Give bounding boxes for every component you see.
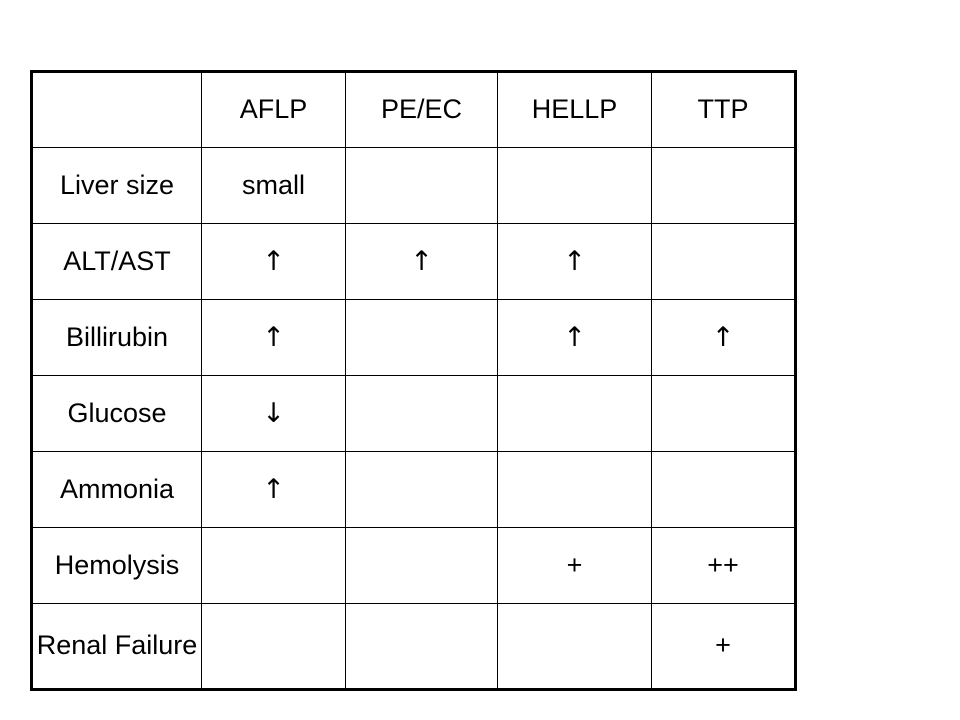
- table-cell: ↑: [201, 299, 346, 376]
- table-cell: small: [201, 147, 346, 224]
- table-cell: ++: [651, 527, 796, 604]
- row-label: Billirubin: [31, 299, 202, 376]
- table-cell: [345, 147, 498, 224]
- table-row: Liver size small: [31, 147, 796, 224]
- row-label: Liver size: [31, 147, 202, 224]
- comparison-table-container: AFLP PE/EC HELLP TTP Liver size small AL…: [30, 70, 797, 691]
- table-cell: [345, 451, 498, 528]
- table-cell: [345, 299, 498, 376]
- table-cell: ↑: [497, 223, 652, 300]
- table-cell: ↑: [201, 451, 346, 528]
- table-cell: [497, 603, 652, 690]
- table-cell: [345, 603, 498, 690]
- comparison-table: AFLP PE/EC HELLP TTP Liver size small AL…: [30, 70, 797, 691]
- table-cell: [201, 527, 346, 604]
- table-cell: [497, 147, 652, 224]
- table-cell: [651, 451, 796, 528]
- table-row: Ammonia ↑: [31, 451, 796, 528]
- table-row: Hemolysis + ++: [31, 527, 796, 604]
- header-cell-aflp: AFLP: [201, 71, 346, 148]
- header-cell-pe-ec: PE/EC: [345, 71, 498, 148]
- row-label: Glucose: [31, 375, 202, 452]
- row-label: Ammonia: [31, 451, 202, 528]
- table-cell: [201, 603, 346, 690]
- table-cell: [651, 223, 796, 300]
- table-cell: ↑: [497, 299, 652, 376]
- header-cell-ttp: TTP: [651, 71, 796, 148]
- table-row: Renal Failure +: [31, 603, 796, 690]
- row-label: Hemolysis: [31, 527, 202, 604]
- table-cell: ↑: [345, 223, 498, 300]
- table-cell: ↑: [201, 223, 346, 300]
- table-cell: [345, 375, 498, 452]
- table-cell: ↑: [651, 299, 796, 376]
- table-cell: [651, 147, 796, 224]
- table-cell: ↓: [201, 375, 346, 452]
- table-row: Billirubin ↑ ↑ ↑: [31, 299, 796, 376]
- table-cell: +: [651, 603, 796, 690]
- table-cell: [345, 527, 498, 604]
- header-row: AFLP PE/EC HELLP TTP: [31, 71, 796, 148]
- header-cell-empty: [31, 71, 202, 148]
- header-cell-hellp: HELLP: [497, 71, 652, 148]
- table-row: Glucose ↓: [31, 375, 796, 452]
- table-cell: [651, 375, 796, 452]
- row-label: Renal Failure: [31, 603, 202, 690]
- table-cell: +: [497, 527, 652, 604]
- table-cell: [497, 375, 652, 452]
- table-row: ALT/AST ↑ ↑ ↑: [31, 223, 796, 300]
- table-cell: [497, 451, 652, 528]
- row-label: ALT/AST: [31, 223, 202, 300]
